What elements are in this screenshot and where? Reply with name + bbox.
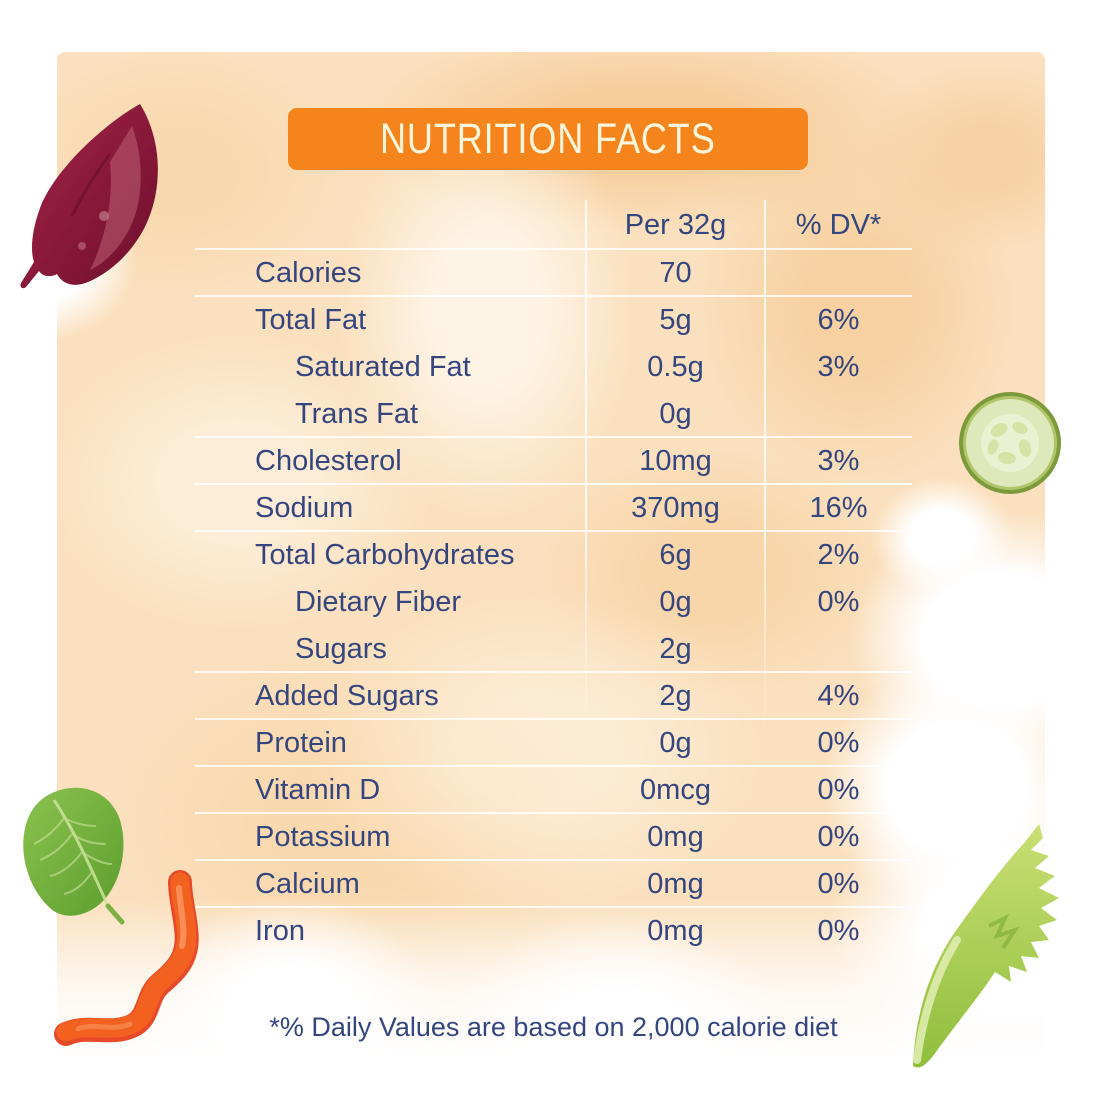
column-header-amount: Per 32g	[624, 208, 727, 241]
nutrient-label: Sugars	[295, 633, 387, 665]
table-row: Sodium 370mg 16%	[195, 485, 912, 532]
nutrient-daily-value: 0%	[817, 774, 860, 806]
nutrient-daily-value: 3%	[817, 351, 860, 383]
nutrient-label: Vitamin D	[255, 774, 381, 806]
nutrient-amount: 0g	[659, 586, 692, 618]
nutrient-label: Trans Fat	[295, 398, 419, 430]
table-row: Dietary Fiber 0g 0%	[195, 579, 912, 626]
table-header-row: Per 32g % DV*	[195, 200, 912, 250]
nutrient-label: Total Fat	[255, 304, 367, 336]
nutrient-daily-value: 16%	[809, 492, 868, 524]
daily-values-footnote: *% Daily Values are based on 2,000 calor…	[269, 1012, 838, 1042]
title-banner: NUTRITION FACTS	[288, 108, 808, 170]
column-header-dv: % DV*	[795, 208, 882, 241]
nutrient-amount: 5g	[659, 304, 692, 336]
column-divider-left	[585, 200, 587, 740]
table-row: Total Carbohydrates 6g 2%	[195, 532, 912, 579]
nutrient-amount: 70	[659, 257, 692, 289]
nutrient-amount: 0mg	[647, 868, 704, 900]
column-divider-right	[764, 200, 766, 740]
cucumber-slice-image	[959, 392, 1061, 494]
nutrient-label: Iron	[255, 915, 305, 947]
nutrient-label: Dietary Fiber	[295, 586, 461, 618]
nutrient-amount: 10mg	[639, 445, 712, 477]
nutrition-table: Per 32g % DV* Calories 70 Total Fat 5g 6…	[195, 200, 912, 955]
table-row: Protein 0g 0%	[195, 720, 912, 767]
nutrient-daily-value: 4%	[817, 680, 860, 712]
table-row: Sugars 2g	[195, 626, 912, 673]
nutrient-amount: 0g	[659, 398, 692, 430]
nutrient-daily-value: 0%	[817, 821, 860, 853]
nutrient-daily-value: 0%	[817, 915, 860, 947]
nutrient-label: Potassium	[255, 821, 391, 853]
nutrient-amount: 0.5g	[647, 351, 704, 383]
nutrient-amount: 370mg	[631, 492, 720, 524]
nutrient-label: Total Carbohydrates	[255, 539, 515, 571]
nutrient-amount: 2g	[659, 680, 692, 712]
table-row: Trans Fat 0g	[195, 391, 912, 438]
beet-leaf-image	[20, 104, 158, 289]
nutrient-daily-value: 0%	[817, 727, 860, 759]
nutrient-amount: 0mcg	[640, 774, 711, 806]
table-row: Cholesterol 10mg 3%	[195, 438, 912, 485]
nutrient-daily-value: 2%	[817, 539, 860, 571]
basil-leaf-image	[23, 787, 125, 925]
table-row: Saturated Fat 0.5g 3%	[195, 344, 912, 391]
nutrient-amount: 0g	[659, 727, 692, 759]
table-row: Total Fat 5g 6%	[195, 297, 912, 344]
watercolor-background	[57, 52, 1045, 1060]
bell-pepper-slice-image	[54, 870, 199, 1046]
table-row: Added Sugars 2g 4%	[195, 673, 912, 720]
nutrient-label: Protein	[255, 727, 347, 759]
table-body: Calories 70 Total Fat 5g 6% Saturated Fa…	[195, 250, 912, 955]
nutrient-label: Added Sugars	[255, 680, 439, 712]
nutrient-amount: 6g	[659, 539, 692, 571]
nutrient-daily-value: 0%	[817, 868, 860, 900]
nutrient-label: Calcium	[255, 868, 360, 900]
table-row: Vitamin D 0mcg 0%	[195, 767, 912, 814]
nutrient-label: Saturated Fat	[295, 351, 471, 383]
nutrient-daily-value: 3%	[817, 445, 860, 477]
table-row: Iron 0mg 0%	[195, 908, 912, 955]
lettuce-leaf-image	[913, 824, 1059, 1068]
nutrient-daily-value: 6%	[817, 304, 860, 336]
nutrient-daily-value: 0%	[817, 586, 860, 618]
nutrient-label: Sodium	[255, 492, 354, 524]
table-row: Potassium 0mg 0%	[195, 814, 912, 861]
nutrient-amount: 0mg	[647, 821, 704, 853]
nutrient-label: Calories	[255, 257, 362, 289]
page-title: NUTRITION FACTS	[380, 114, 716, 163]
table-row: Calories 70	[195, 250, 912, 297]
nutrient-amount: 0mg	[647, 915, 704, 947]
nutrient-amount: 2g	[659, 633, 692, 665]
nutrient-label: Cholesterol	[255, 445, 402, 477]
table-row: Calcium 0mg 0%	[195, 861, 912, 908]
